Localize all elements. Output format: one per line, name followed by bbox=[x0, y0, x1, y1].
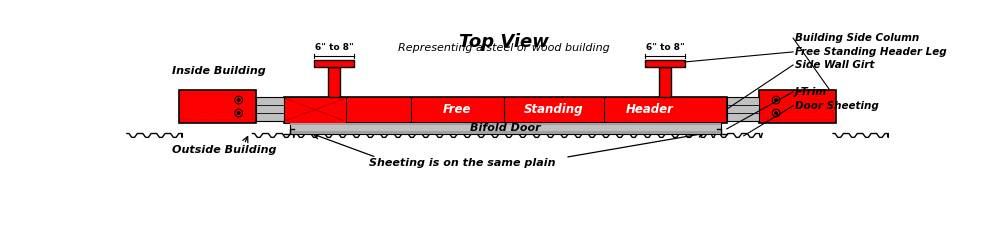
Text: Sheeting is on the same plain: Sheeting is on the same plain bbox=[368, 158, 555, 168]
Bar bbox=[763, 94, 833, 119]
Circle shape bbox=[235, 96, 243, 104]
Text: Header: Header bbox=[626, 103, 674, 116]
Circle shape bbox=[772, 96, 780, 104]
Text: 6" to 8": 6" to 8" bbox=[645, 43, 685, 52]
Circle shape bbox=[772, 109, 780, 117]
Bar bbox=[290, 123, 721, 133]
Circle shape bbox=[238, 99, 241, 102]
Text: Outside Building: Outside Building bbox=[172, 145, 277, 156]
Bar bbox=[284, 96, 727, 123]
Bar bbox=[255, 96, 284, 121]
Text: Door Sheeting: Door Sheeting bbox=[795, 101, 878, 111]
Bar bbox=[727, 96, 759, 121]
Bar bbox=[290, 131, 721, 133]
Circle shape bbox=[774, 112, 777, 114]
Bar bbox=[659, 67, 671, 96]
Bar bbox=[284, 96, 346, 123]
Text: Bifold Door: Bifold Door bbox=[470, 123, 541, 133]
Bar bbox=[314, 60, 354, 67]
Text: Building Side Column: Building Side Column bbox=[795, 33, 919, 43]
Bar bbox=[178, 90, 255, 123]
Text: J-Trim: J-Trim bbox=[795, 87, 827, 97]
Text: 6" to 8": 6" to 8" bbox=[315, 43, 353, 52]
Bar bbox=[759, 90, 837, 123]
Circle shape bbox=[774, 99, 777, 102]
Circle shape bbox=[235, 109, 243, 117]
Text: Side Wall Girt: Side Wall Girt bbox=[795, 60, 874, 70]
Text: Standing: Standing bbox=[524, 103, 583, 116]
Bar bbox=[182, 94, 251, 119]
Text: Top View: Top View bbox=[458, 33, 548, 51]
Text: Free: Free bbox=[444, 103, 471, 116]
Circle shape bbox=[238, 112, 241, 114]
Bar bbox=[328, 67, 341, 96]
Text: Representing a steel or wood building: Representing a steel or wood building bbox=[398, 43, 610, 54]
Bar bbox=[290, 123, 721, 125]
Text: Free Standing Header Leg: Free Standing Header Leg bbox=[795, 47, 946, 57]
Text: Inside Building: Inside Building bbox=[172, 66, 266, 76]
Bar bbox=[645, 60, 685, 67]
